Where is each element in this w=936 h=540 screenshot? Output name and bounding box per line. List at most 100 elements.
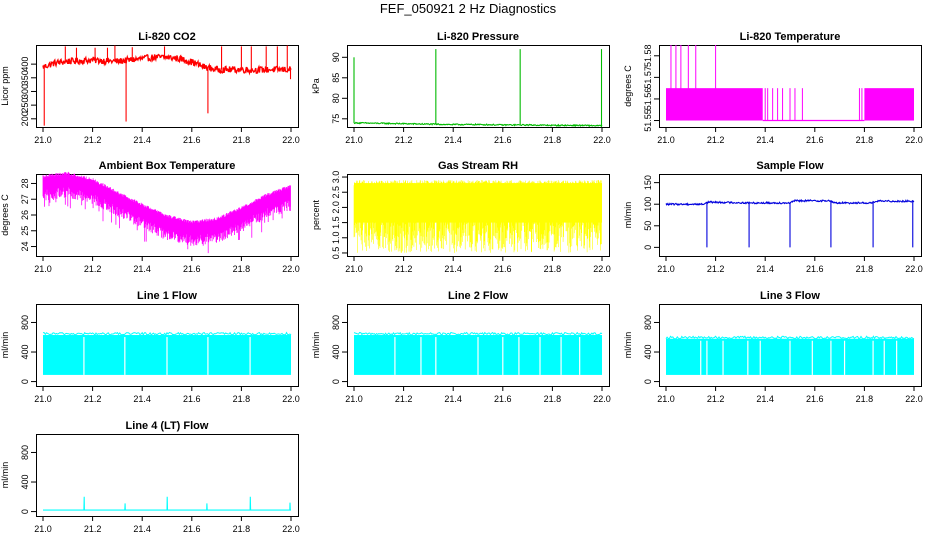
x-tick-label: 21.0 [345, 264, 363, 274]
x-tick-label: 21.8 [544, 135, 562, 145]
x-tick-label: 22.0 [593, 264, 611, 274]
x-tick-label: 21.4 [133, 135, 151, 145]
y-tick-label: 90 [331, 52, 341, 62]
x-tick-label: 21.8 [856, 135, 874, 145]
x-tick-label: 21.4 [133, 264, 151, 274]
x-tick-label: 21.4 [133, 394, 151, 404]
x-tick-label: 21.0 [345, 394, 363, 404]
y-tick-label: 0 [20, 509, 30, 514]
x-tick-label: 22.0 [905, 264, 923, 274]
data-series [353, 49, 603, 128]
y-tick-label: 28 [20, 178, 30, 188]
y-tick-label: 1.5 [331, 216, 341, 229]
x-tick-label: 21.0 [34, 394, 52, 404]
x-tick-label: 21.2 [84, 394, 102, 404]
x-tick-label: 21.6 [806, 394, 824, 404]
panel-title: Li-820 Temperature [740, 31, 841, 43]
y-tick-label: 0 [20, 379, 30, 384]
y-axis-label: kPa [311, 78, 321, 94]
plot-frame [36, 434, 299, 517]
x-tick-label: 21.0 [34, 264, 52, 274]
panel-title: Line 1 Flow [137, 290, 197, 302]
y-tick-label: 800 [643, 315, 653, 330]
chart-panel-8: Line 2 Flow ml/min 21.0 21.2 21.4 21.6 21.8 22.… [311, 290, 611, 404]
y-tick-label: 0 [643, 379, 653, 384]
x-tick-label: 22.0 [593, 394, 611, 404]
plot-frame [36, 45, 299, 128]
y-axis-label: ml/min [0, 332, 10, 359]
y-tick-label: 26 [20, 210, 30, 220]
plot-frame [347, 174, 610, 257]
data-series [42, 331, 292, 375]
data-series [353, 180, 602, 253]
y-tick-label: 800 [20, 315, 30, 330]
x-tick-label: 21.8 [856, 264, 874, 274]
x-tick-label: 21.6 [183, 394, 201, 404]
x-tick-label: 21.0 [34, 135, 52, 145]
y-tick-label: 2.0 [331, 201, 341, 214]
panel-title: Li-820 Pressure [437, 31, 519, 43]
y-tick-label: 51.57 [643, 66, 653, 89]
x-tick-label: 21.4 [444, 135, 462, 145]
x-tick-label: 21.6 [806, 264, 824, 274]
y-tick-label: 400 [331, 345, 341, 360]
chart-panel-7: Line 1 Flow ml/min 21.0 21.2 21.4 21.6 21.8 22.… [0, 290, 300, 404]
x-tick-label: 21.6 [494, 264, 512, 274]
x-tick-label: 22.0 [282, 135, 300, 145]
x-tick-label: 21.8 [544, 394, 562, 404]
flow-max-trace [665, 335, 915, 340]
x-tick-label: 21.2 [707, 264, 725, 274]
y-tick-label: 80 [331, 93, 341, 103]
y-tick-label: 200 [20, 111, 30, 126]
data-series [665, 198, 915, 248]
y-tick-label: 400 [20, 475, 30, 490]
panel-title: Li-820 CO2 [138, 31, 195, 43]
flow-max-trace [353, 331, 603, 336]
x-tick-label: 22.0 [282, 394, 300, 404]
y-tick-label: 0.5 [331, 247, 341, 260]
series-line [42, 53, 292, 76]
y-tick-label: 400 [20, 345, 30, 360]
y-tick-label: 0 [331, 379, 341, 384]
x-tick-label: 21.2 [84, 135, 102, 145]
plot-frame [347, 45, 610, 128]
plot-frame [36, 174, 299, 257]
x-tick-label: 21.0 [657, 135, 675, 145]
rh-trace [353, 180, 602, 253]
temp-trace [42, 171, 291, 254]
y-tick-label: 800 [331, 315, 341, 330]
y-axis-label: Licor ppm [0, 66, 10, 106]
chart-panel-6: Sample Flow ml/min 21.0 21.2 21.4 21.6 21.8 22.… [623, 160, 923, 274]
y-axis-label: ml/min [623, 332, 633, 359]
x-tick-label: 22.0 [282, 264, 300, 274]
series-line [353, 121, 603, 128]
y-tick-label: 300 [20, 84, 30, 99]
temp-block [666, 88, 763, 121]
panel-title: Ambient Box Temperature [99, 160, 236, 172]
plot-frame [659, 304, 922, 387]
flow-max-trace [42, 331, 292, 336]
y-tick-label: 24 [20, 242, 30, 252]
data-series [42, 171, 291, 254]
y-tick-label: 85 [331, 73, 341, 83]
y-axis-label: percent [311, 199, 321, 230]
panel-title: Sample Flow [756, 160, 824, 172]
plot-frame [36, 304, 299, 387]
y-tick-label: 25 [20, 226, 30, 236]
y-tick-label: 400 [20, 57, 30, 72]
y-axis-label: degrees C [0, 194, 10, 236]
y-tick-label: 50 [643, 221, 653, 231]
figure-title: FEF_050921 2 Hz Diagnostics [379, 1, 557, 16]
x-tick-label: 21.2 [395, 264, 413, 274]
y-tick-label: 51.58 [643, 45, 653, 68]
x-tick-label: 21.8 [233, 394, 251, 404]
x-tick-label: 21.4 [756, 264, 774, 274]
panel-title: Line 3 Flow [760, 290, 820, 302]
chart-panel-10: Line 4 (LT) Flow ml/min 21.0 21.2 21.4 21.6 21… [0, 420, 300, 534]
y-tick-label: 2.5 [331, 186, 341, 199]
chart-panel-9: Line 3 Flow ml/min 21.0 21.2 21.4 21.6 21.8 22.… [623, 290, 923, 404]
y-tick-label: 250 [20, 98, 30, 113]
x-tick-label: 22.0 [905, 394, 923, 404]
y-tick-label: 0 [643, 245, 653, 250]
x-tick-label: 21.8 [856, 394, 874, 404]
